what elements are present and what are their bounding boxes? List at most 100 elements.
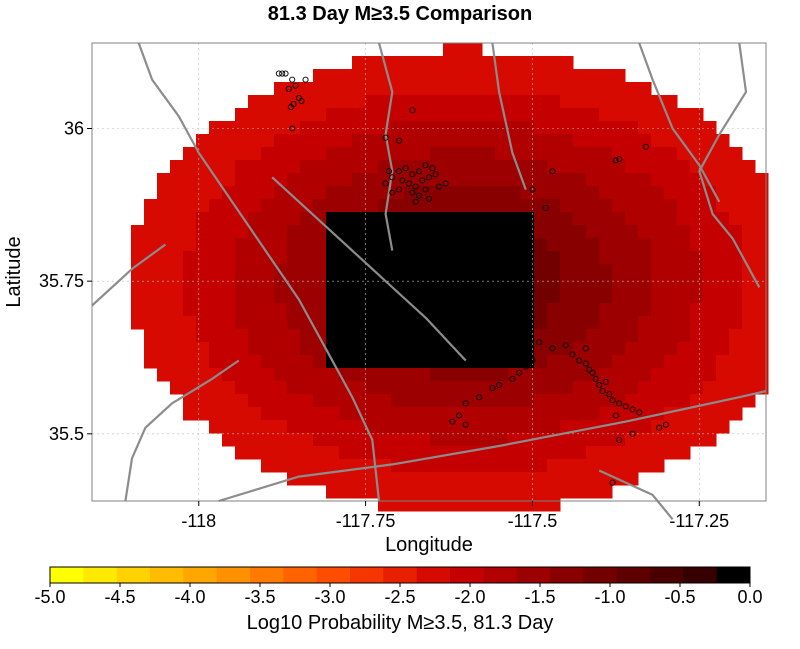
heatmap-cell <box>339 108 353 122</box>
colorbar-tick-label: 0.0 <box>737 587 762 607</box>
heatmap-cell <box>313 225 327 239</box>
heatmap-cell <box>378 355 392 369</box>
heatmap-cell <box>378 446 392 460</box>
heatmap-cell <box>248 342 262 356</box>
heatmap-cell <box>690 290 704 304</box>
heatmap-cell <box>365 264 379 278</box>
heatmap-cell <box>664 160 678 174</box>
heatmap-cell <box>482 238 496 252</box>
heatmap-cell <box>638 342 652 356</box>
heatmap-cell <box>339 420 353 434</box>
heatmap-cell <box>495 56 509 70</box>
heatmap-cell <box>508 329 522 343</box>
heatmap-cell <box>352 69 366 83</box>
heatmap-cell <box>391 251 405 265</box>
heatmap-cell <box>612 368 626 382</box>
heatmap-cell <box>560 355 574 369</box>
heatmap-cell <box>222 173 236 187</box>
heatmap-cell <box>313 160 327 174</box>
heatmap-cell <box>521 329 535 343</box>
heatmap-cell <box>287 381 301 395</box>
heatmap-cell <box>586 186 600 200</box>
heatmap-cell <box>326 316 340 330</box>
heatmap-cell <box>703 290 717 304</box>
heatmap-cell <box>599 212 613 226</box>
heatmap-cell <box>196 225 210 239</box>
heatmap-cell <box>586 420 600 434</box>
heatmap-cell <box>300 394 314 408</box>
heatmap-cell <box>391 446 405 460</box>
heatmap-cell <box>586 108 600 122</box>
heatmap-cell <box>677 186 691 200</box>
heatmap-cell <box>482 108 496 122</box>
event-marker <box>385 168 393 175</box>
heatmap-cell <box>599 160 613 174</box>
heatmap-cell <box>625 121 639 135</box>
heatmap-cell <box>547 160 561 174</box>
heatmap-cell <box>144 225 158 239</box>
heatmap-cell <box>417 472 431 486</box>
heatmap-cell <box>131 290 145 304</box>
heatmap-cell <box>560 199 574 213</box>
heatmap-cell <box>404 199 418 213</box>
colorbar-swatch <box>483 567 518 583</box>
heatmap-cell <box>313 134 327 148</box>
heatmap-cell <box>300 329 314 343</box>
heatmap-cell <box>430 225 444 239</box>
heatmap-cell <box>326 173 340 187</box>
heatmap-cell <box>482 290 496 304</box>
heatmap-cell <box>742 368 756 382</box>
heatmap-cell <box>625 381 639 395</box>
heatmap-cell <box>547 186 561 200</box>
heatmap-cell <box>365 108 379 122</box>
heatmap-cell <box>495 420 509 434</box>
heatmap-cell <box>430 459 444 473</box>
heatmap-cell <box>469 160 483 174</box>
heatmap-cell <box>443 498 457 512</box>
heatmap-cell <box>625 82 639 96</box>
heatmap-cell <box>677 212 691 226</box>
fault-lines <box>91 42 767 520</box>
heatmap-cell <box>703 368 717 382</box>
event-marker <box>622 403 629 410</box>
heatmap-cell <box>742 290 756 304</box>
heatmap-cell <box>742 238 756 252</box>
heatmap-cell <box>430 277 444 291</box>
heatmap-cell <box>339 160 353 174</box>
heatmap-cell <box>365 316 379 330</box>
heatmap-cell <box>157 329 171 343</box>
heatmap-cell <box>365 199 379 213</box>
heatmap-cell <box>716 303 730 317</box>
heatmap-cell <box>586 316 600 330</box>
heatmap-cell <box>495 134 509 148</box>
heatmap-cell <box>664 95 678 109</box>
heatmap-cell <box>521 485 535 499</box>
heatmap-cell <box>339 316 353 330</box>
heatmap-cell <box>339 95 353 109</box>
heatmap-cell <box>729 303 743 317</box>
heatmap-cell <box>677 368 691 382</box>
heatmap-cell <box>183 238 197 252</box>
heatmap-cell <box>352 329 366 343</box>
heatmap-cell <box>742 173 756 187</box>
heatmap-cell <box>365 303 379 317</box>
heatmap-cell <box>313 186 327 200</box>
heatmap-cell <box>313 95 327 109</box>
heatmap-cell <box>391 485 405 499</box>
heatmap-cell <box>586 251 600 265</box>
heatmap-cell <box>560 173 574 187</box>
event-marker <box>586 366 593 373</box>
heatmap-cell <box>378 342 392 356</box>
heatmap-cell <box>482 329 496 343</box>
heatmap-cell <box>456 303 470 317</box>
heatmap-cell <box>365 368 379 382</box>
event-marker <box>596 381 603 389</box>
heatmap-cell <box>430 238 444 252</box>
heatmap-cell <box>404 329 418 343</box>
heatmap-cell <box>651 264 665 278</box>
heatmap-cell <box>599 420 613 434</box>
event-marker <box>522 363 529 370</box>
heatmap-cell <box>508 316 522 330</box>
heatmap-cell <box>573 433 587 447</box>
heatmap-cell <box>222 186 236 200</box>
